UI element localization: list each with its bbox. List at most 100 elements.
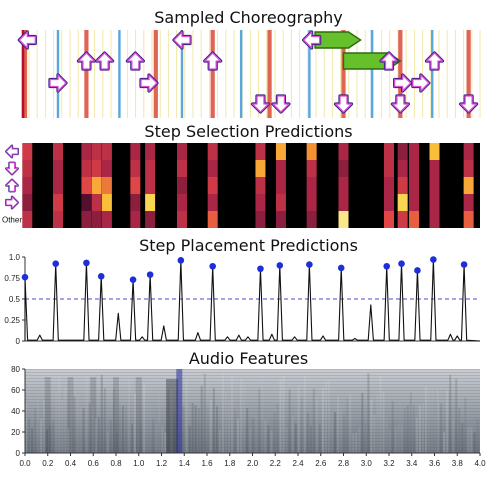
- selection-cell-2-3: [81, 194, 92, 211]
- panel-title-audio: Audio Features: [188, 349, 309, 368]
- choreo-arrow-2-inner: [77, 52, 96, 70]
- selection-cell-0-4: [22, 211, 33, 228]
- selection-cell-7-3: [176, 194, 187, 211]
- placement-panel: 0 0.25 0.5 0.75 1.0: [4, 253, 481, 346]
- choreo-arrow-1: [48, 73, 68, 93]
- choreo-arrow-16-inner: [425, 52, 444, 70]
- selection-cell-3-0: [91, 143, 102, 160]
- placement-detected-13: [398, 260, 405, 268]
- selection-cell-13-2: [384, 177, 394, 194]
- audio-onset-band: [44, 377, 51, 453]
- selection-row-icon-0: [5, 144, 19, 159]
- audio-xtick-label-10: 2.0: [247, 459, 259, 468]
- choreo-arrow-4-inner: [126, 52, 144, 70]
- placement-ytick-label-2: 0.5: [9, 295, 21, 304]
- selection-cell-15-3: [409, 194, 420, 211]
- placement-line: [24, 258, 481, 342]
- choreo-arrow-14-inner: [393, 74, 412, 92]
- choreo-arrow-15-inner: [412, 74, 430, 92]
- choreo-arrow-15: [411, 73, 431, 93]
- selection-cell-9-1: [255, 160, 266, 177]
- placement-detected-0: [21, 273, 29, 281]
- selection-cell-6-1: [145, 160, 156, 177]
- selection-cell-15-0: [409, 143, 420, 160]
- choreo-arrow-8: [250, 94, 271, 114]
- placement-detected-1: [52, 260, 60, 268]
- placement-detected-2: [83, 259, 90, 267]
- audio-xtick-label-7: 1.4: [179, 459, 191, 468]
- selection-cell-11-3: [306, 194, 317, 211]
- audio-xtick-label-8: 1.6: [201, 459, 213, 468]
- choreo-arrow-4: [125, 51, 145, 71]
- placement-detected-16: [460, 261, 468, 268]
- audio-xtick-label-0: 0.0: [19, 459, 31, 468]
- selection-row-label-4: Other: [2, 216, 22, 225]
- selection-row-icon-1: [5, 161, 19, 176]
- selection-cell-9-3: [255, 194, 266, 211]
- selection-cell-13-0: [384, 143, 394, 160]
- selection-row-icon-0-inner: [5, 145, 19, 158]
- selection-cell-1-0: [52, 143, 63, 160]
- selection-cell-15-4: [409, 211, 420, 228]
- choreography-panel: [17, 30, 481, 118]
- selection-cell-1-2: [52, 177, 63, 194]
- choreo-arrow-13: [390, 94, 410, 114]
- choreo-arrow-10-inner: [302, 31, 321, 49]
- selection-cell-7-2: [176, 177, 187, 194]
- selection-cell-4-2: [101, 177, 112, 194]
- choreo-arrow-0-inner: [18, 31, 36, 49]
- audio-xtick-label-9: 1.8: [224, 459, 236, 468]
- selection-cell-14-2: [397, 177, 408, 194]
- selection-cell-5-0: [130, 143, 141, 160]
- selection-cell-1-1: [52, 160, 63, 177]
- panel-title-placement: Step Placement Predictions: [139, 236, 358, 255]
- audio-xtick-label-1: 0.2: [42, 459, 54, 468]
- selection-cell-3-2: [91, 177, 102, 194]
- selection-cell-7-1: [176, 160, 187, 177]
- selection-cell-6-0: [145, 143, 156, 160]
- selection-cell-11-2: [306, 177, 317, 194]
- audio-harmonics: [25, 369, 480, 453]
- choreo-arrow-10: [302, 30, 322, 50]
- audio-xtick-label-20: 4.0: [474, 459, 486, 468]
- selection-cell-5-3: [130, 194, 141, 211]
- choreo-arrow-9: [271, 94, 291, 114]
- selection-cell-8-1: [207, 160, 218, 177]
- audio-ytick-label-0: 0: [16, 449, 21, 458]
- selection-cell-6-2: [145, 177, 156, 194]
- selection-cell-13-4: [384, 211, 394, 228]
- placement-detected-3: [97, 273, 105, 280]
- audio-ytick-label-4: 80: [11, 365, 20, 374]
- selection-row-icon-3: [5, 195, 19, 210]
- placement-detected-7: [209, 262, 216, 270]
- choreo-arrow-11-inner: [334, 95, 353, 113]
- selection-row-icon-3-inner: [5, 196, 19, 209]
- choreo-arrow-7-inner: [204, 52, 222, 70]
- selection-cell-17-3: [463, 194, 474, 211]
- audio-xtick-label-3: 0.6: [88, 459, 100, 468]
- selection-cell-8-0: [207, 143, 218, 160]
- placement-detected-14: [414, 267, 421, 274]
- selection-cell-5-4: [130, 211, 141, 228]
- selection-cell-3-1: [91, 160, 102, 177]
- placement-detected-5: [146, 271, 154, 278]
- choreo-hold-0: [314, 31, 362, 49]
- choreo-arrow-0: [17, 30, 37, 50]
- selection-cell-8-3: [207, 194, 218, 211]
- placement-ytick-label-1: 0.25: [4, 316, 20, 325]
- placement-detected-12: [383, 262, 391, 270]
- choreo-arrow-2: [76, 51, 97, 71]
- audio-onset-band: [135, 377, 142, 453]
- choreo-arrow-11: [333, 94, 354, 114]
- placement-ytick-label-3: 0.75: [4, 274, 20, 283]
- selection-cell-12-1: [338, 160, 349, 177]
- placement-detected-8: [257, 265, 264, 273]
- selection-cell-11-0: [306, 143, 317, 160]
- selection-cell-13-3: [384, 194, 394, 211]
- selection-cell-9-4: [255, 211, 266, 228]
- audio-ytick-label-1: 20: [11, 428, 20, 437]
- selection-cell-14-3: [397, 194, 408, 211]
- choreo-arrow-3: [95, 51, 115, 71]
- selection-cell-8-4: [207, 211, 218, 228]
